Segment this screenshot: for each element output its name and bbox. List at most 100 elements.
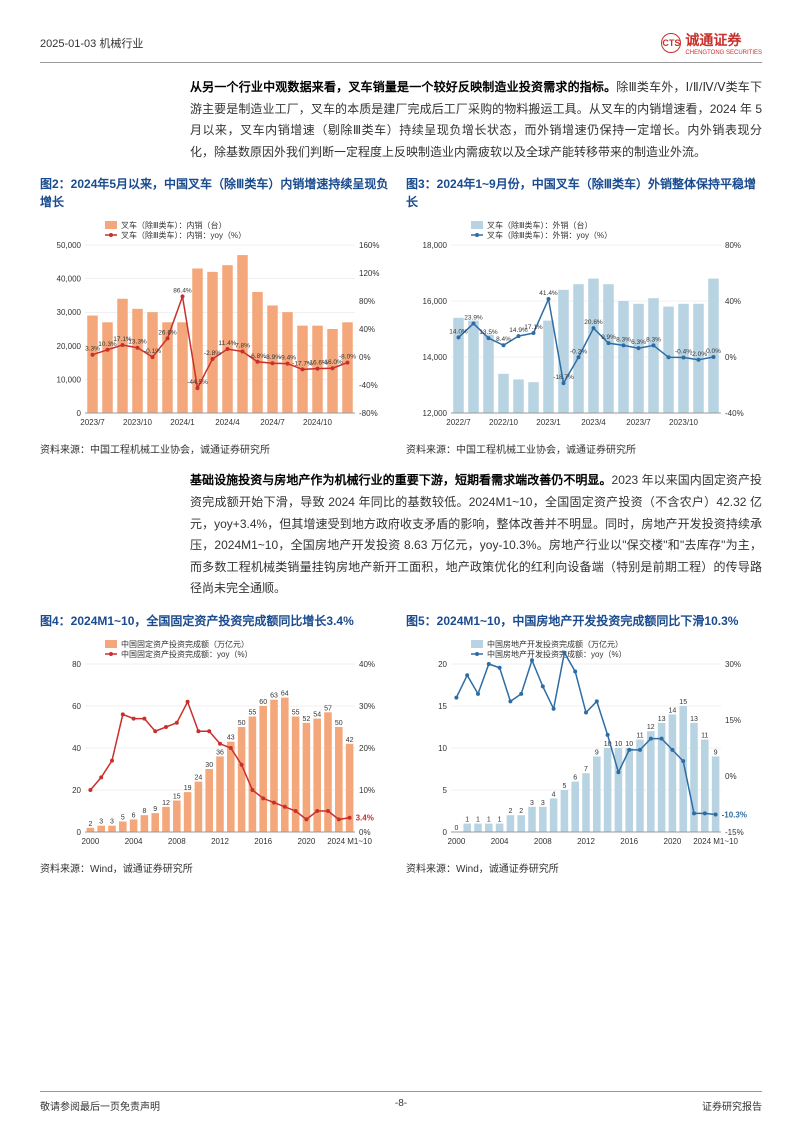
chart-4-title: 图4：2024M1~10，全国固定资产投资完成额同比增长3.4% [40,612,396,630]
svg-text:20.6%: 20.6% [584,320,603,327]
para2-strong: 基础设施投资与房地产作为机械行业的重要下游，短期看需求端改善仍不明显。 [190,473,612,487]
svg-text:2: 2 [519,808,523,815]
svg-text:19: 19 [184,785,192,792]
svg-text:11: 11 [701,733,708,740]
svg-text:40: 40 [72,744,81,753]
svg-text:2020: 2020 [298,837,316,846]
svg-text:0: 0 [77,409,82,418]
chart-5-title: 图5：2024M1~10，中国房地产开发投资完成额同比下滑10.3% [406,612,762,630]
svg-text:2008: 2008 [168,837,186,846]
svg-text:14: 14 [669,707,677,714]
svg-text:-80%: -80% [359,409,378,418]
svg-text:12: 12 [162,800,170,807]
page-header: 2025-01-03 机械行业 CTS 诚通证券 CHENGTONG SECUR… [40,30,762,63]
svg-text:20: 20 [438,660,447,669]
svg-text:2000: 2000 [448,837,466,846]
svg-text:6: 6 [132,812,136,819]
svg-text:2024 M1~10: 2024 M1~10 [327,837,372,846]
svg-text:40%: 40% [725,297,741,306]
svg-text:2024/4: 2024/4 [215,418,240,427]
footer-right: 证券研究报告 [702,1098,762,1113]
svg-text:2023/7: 2023/7 [80,418,105,427]
svg-text:1: 1 [487,817,491,824]
svg-text:12: 12 [647,724,655,731]
svg-text:2008: 2008 [534,837,552,846]
svg-text:2023/1: 2023/1 [536,418,561,427]
svg-text:-0.2%: -0.2% [570,349,587,356]
svg-text:9: 9 [595,749,599,756]
chart-3-source: 资料来源：中国工程机械工业协会，诚通证券研究所 [406,441,762,456]
svg-text:54: 54 [313,712,321,719]
svg-text:5: 5 [121,814,125,821]
svg-text:-15%: -15% [725,828,744,837]
footer-left: 敬请参阅最后一页免责声明 [40,1098,160,1113]
svg-text:23.9%: 23.9% [464,315,483,322]
svg-text:80%: 80% [725,241,741,250]
svg-text:24: 24 [195,775,203,782]
svg-text:55: 55 [249,709,257,716]
svg-text:0: 0 [443,828,448,837]
svg-text:8.4%: 8.4% [496,337,511,344]
svg-text:8: 8 [142,808,146,815]
svg-text:中国房地产开发投资完成额：yoy（%）: 中国房地产开发投资完成额：yoy（%） [487,649,627,659]
svg-text:0%: 0% [725,353,737,362]
svg-text:14,000: 14,000 [423,353,448,362]
svg-text:3.4%: 3.4% [356,814,374,823]
svg-text:50: 50 [238,720,246,727]
svg-text:15: 15 [173,793,181,800]
svg-text:0%: 0% [359,828,371,837]
svg-text:6: 6 [573,775,577,782]
svg-text:2004: 2004 [125,837,143,846]
svg-text:120%: 120% [359,269,379,278]
svg-text:30: 30 [205,762,213,769]
svg-text:10%: 10% [359,786,375,795]
svg-text:2004: 2004 [491,837,509,846]
svg-text:52: 52 [303,716,311,723]
svg-text:2023/4: 2023/4 [581,418,606,427]
svg-text:13.3%: 13.3% [128,339,147,346]
svg-text:10: 10 [625,741,633,748]
svg-text:50,000: 50,000 [57,241,82,250]
chart-5-source: 资料来源：Wind，诚通证券研究所 [406,860,762,875]
svg-text:30%: 30% [725,660,741,669]
logo-icon: CTS [661,33,681,53]
svg-text:叉车（除Ⅲ类车）：内销（台）: 叉车（除Ⅲ类车）：内销（台） [121,220,227,230]
svg-text:10,000: 10,000 [57,376,82,385]
charts-row-1: 图2：2024年5月以来，中国叉车（除Ⅲ类车）内销增速持续呈现负增长 叉车（除Ⅲ… [40,175,762,456]
svg-text:3: 3 [530,800,534,807]
svg-text:30%: 30% [359,702,375,711]
svg-text:1: 1 [498,817,502,824]
svg-text:60: 60 [259,699,267,706]
svg-text:63: 63 [270,693,278,700]
svg-text:-0.1%: -0.1% [144,348,161,355]
svg-text:26.6%: 26.6% [158,330,177,337]
svg-text:80: 80 [72,660,81,669]
svg-text:-8.0%: -8.0% [339,354,356,361]
svg-text:20,000: 20,000 [57,342,82,351]
svg-text:5: 5 [443,786,448,795]
svg-text:7.8%: 7.8% [235,343,250,350]
svg-text:0.0%: 0.0% [706,348,721,355]
svg-text:36: 36 [216,749,224,756]
svg-text:2020: 2020 [664,837,682,846]
paragraph-2: 基础设施投资与房地产作为机械行业的重要下游，短期看需求端改善仍不明显。2023 … [190,470,762,600]
svg-text:10: 10 [615,741,623,748]
svg-text:中国固定资产投资完成额（万亿元）: 中国固定资产投资完成额（万亿元） [121,639,249,649]
svg-text:2024/10: 2024/10 [303,418,332,427]
footer-page-number: -8- [395,1098,407,1109]
svg-text:9: 9 [153,806,157,813]
svg-text:0: 0 [454,825,458,832]
svg-text:2022/7: 2022/7 [446,418,471,427]
svg-text:-44.5%: -44.5% [187,380,208,387]
svg-text:2023/10: 2023/10 [123,418,152,427]
charts-row-2: 图4：2024M1~10，全国固定资产投资完成额同比增长3.4% 中国固定资产投… [40,612,762,875]
chart-3-title: 图3：2024年1~9月份，中国叉车（除Ⅲ类车）外销整体保持平稳增长 [406,175,762,211]
svg-text:2023/7: 2023/7 [626,418,651,427]
svg-text:20%: 20% [359,744,375,753]
para1-strong: 从另一个行业中观数据来看，叉车销量是一个较好反映制造业投资需求的指标。 [190,80,616,94]
svg-text:40,000: 40,000 [57,275,82,284]
svg-text:20: 20 [72,786,81,795]
svg-text:55: 55 [292,709,300,716]
svg-text:2000: 2000 [82,837,100,846]
svg-text:11: 11 [636,733,643,740]
